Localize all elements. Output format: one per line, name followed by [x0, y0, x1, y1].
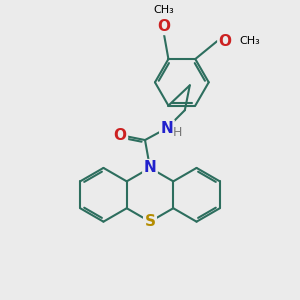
Text: N: N [160, 121, 173, 136]
Text: CH₃: CH₃ [239, 36, 260, 46]
Text: N: N [144, 160, 156, 175]
Text: O: O [114, 128, 127, 142]
Text: O: O [219, 34, 232, 49]
Text: H: H [173, 126, 183, 139]
Text: CH₃: CH₃ [153, 5, 174, 15]
Text: S: S [145, 214, 155, 229]
Text: O: O [157, 19, 170, 34]
